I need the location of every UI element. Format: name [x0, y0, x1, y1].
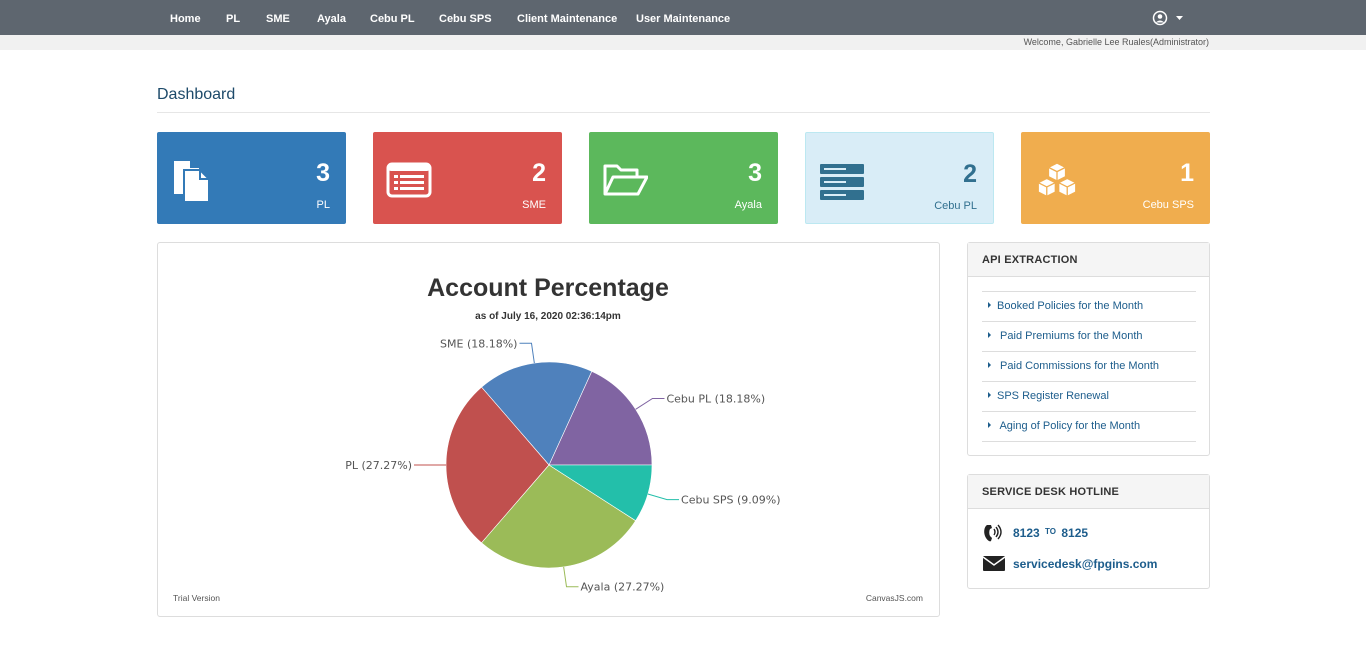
- phone-to-word: TO: [1045, 527, 1057, 536]
- folder-open-icon: [603, 164, 648, 196]
- chart-title: Account Percentage: [427, 274, 669, 302]
- pie-slice[interactable]: [481, 464, 637, 569]
- nav-cebu-pl[interactable]: Cebu PL: [370, 13, 415, 25]
- link-label: Paid Premiums for the Month: [997, 330, 1143, 342]
- trial-version-text: Trial Version: [173, 593, 220, 603]
- hotline-email[interactable]: servicedesk@fpgins.com: [1013, 557, 1158, 571]
- nav-ayala[interactable]: Ayala: [317, 13, 346, 25]
- pie-label: Cebu SPS (9.09%): [681, 494, 781, 507]
- welcome-text: Welcome, Gabrielle Lee Ruales(Administra…: [1023, 37, 1209, 47]
- card-cebu-pl[interactable]: 2 Cebu PL: [805, 132, 994, 224]
- pie-slice[interactable]: [445, 386, 550, 544]
- chart-subtitle: as of July 16, 2020 02:36:14pm: [475, 311, 621, 322]
- link-aging-of-policy[interactable]: Aging of Policy for the Month: [982, 412, 1196, 442]
- phone-to: 8125: [1061, 526, 1089, 540]
- user-circle-icon: [1152, 10, 1183, 26]
- pie-leader-line: [647, 493, 680, 501]
- link-booked-policies[interactable]: Booked Policies for the Month: [982, 292, 1196, 322]
- service-desk-panel: SERVICE DESK HOTLINE 8123 TO 8125 servic…: [967, 474, 1210, 589]
- card-pl[interactable]: 3 PL: [157, 132, 346, 224]
- pie-label: Cebu PL (18.18%): [666, 393, 765, 406]
- nav-sme[interactable]: SME: [266, 13, 290, 25]
- caret-right-icon: [988, 302, 991, 309]
- pie-slice[interactable]: [547, 464, 653, 522]
- pie-label: SME (18.18%): [440, 337, 517, 350]
- link-paid-premiums[interactable]: Paid Premiums for the Month: [982, 322, 1196, 352]
- pie-label: PL (27.27%): [345, 459, 412, 472]
- card-ayala-label: Ayala: [734, 199, 762, 211]
- card-pl-label: PL: [316, 199, 330, 211]
- pie-chart: Account Percentage as of July 16, 2020 0…: [173, 274, 923, 603]
- cubes-icon: [1037, 162, 1077, 197]
- link-sps-register-renewal[interactable]: SPS Register Renewal: [982, 382, 1196, 412]
- top-navbar: Home PL SME Ayala Cebu PL Cebu SPS Clien…: [0, 0, 1366, 35]
- card-ayala[interactable]: 3 Ayala: [589, 132, 778, 224]
- caret-down-icon: [1176, 16, 1183, 20]
- pie-label: Ayala (27.27%): [581, 581, 665, 594]
- card-ayala-count: 3: [748, 159, 762, 187]
- nav-user-maintenance[interactable]: User Maintenance: [636, 13, 731, 25]
- user-menu-dropdown[interactable]: [1152, 10, 1184, 26]
- list-window-icon: [386, 162, 432, 198]
- service-desk-title: SERVICE DESK HOTLINE: [968, 475, 1209, 509]
- server-icon: [820, 164, 864, 200]
- hotline-number: 8123 TO 8125: [1013, 526, 1088, 540]
- link-label: Booked Policies for the Month: [997, 300, 1144, 312]
- caret-right-icon: [988, 332, 991, 339]
- card-pl-count: 3: [316, 159, 330, 187]
- title-divider: [157, 112, 1210, 113]
- canvasjs-credit[interactable]: CanvasJS.com: [866, 593, 923, 603]
- nav-cebu-sps[interactable]: Cebu SPS: [439, 13, 492, 25]
- account-percentage-chart-panel: Account Percentage as of July 16, 2020 0…: [157, 242, 940, 617]
- card-cebu-pl-count: 2: [963, 160, 977, 188]
- card-sme-label: SME: [522, 199, 546, 211]
- card-cebu-sps-label: Cebu SPS: [1142, 199, 1194, 211]
- pie-leader-line: [635, 398, 665, 410]
- page-title: Dashboard: [157, 86, 236, 103]
- caret-right-icon: [988, 392, 991, 399]
- caret-right-icon: [988, 362, 991, 369]
- pie-leader-line: [519, 342, 535, 364]
- api-link-list: Booked Policies for the Month Paid Premi…: [982, 291, 1196, 442]
- documents-icon: [174, 161, 210, 203]
- link-label: SPS Register Renewal: [997, 390, 1109, 402]
- link-label: Aging of Policy for the Month: [997, 420, 1141, 432]
- phone-from: 8123: [1013, 526, 1040, 540]
- caret-right-icon: [988, 422, 991, 429]
- card-sme-count: 2: [532, 159, 546, 187]
- phone-volume-icon: [984, 524, 1002, 542]
- nav-home[interactable]: Home: [170, 13, 201, 25]
- card-cebu-pl-label: Cebu PL: [934, 200, 977, 212]
- card-sme[interactable]: 2 SME: [373, 132, 562, 224]
- card-cebu-sps-count: 1: [1180, 159, 1194, 187]
- link-paid-commissions[interactable]: Paid Commissions for the Month: [982, 352, 1196, 382]
- nav-pl[interactable]: PL: [226, 13, 241, 25]
- card-cebu-sps[interactable]: 1 Cebu SPS: [1021, 132, 1210, 224]
- api-extraction-panel: API EXTRACTION Booked Policies for the M…: [967, 242, 1210, 456]
- nav-client-maintenance[interactable]: Client Maintenance: [517, 13, 618, 25]
- api-extraction-title: API EXTRACTION: [968, 243, 1209, 277]
- envelope-icon: [982, 556, 1006, 571]
- link-label: Paid Commissions for the Month: [997, 360, 1160, 372]
- welcome-bar: Welcome, Gabrielle Lee Ruales(Administra…: [0, 35, 1366, 50]
- pie-leader-line: [563, 566, 579, 588]
